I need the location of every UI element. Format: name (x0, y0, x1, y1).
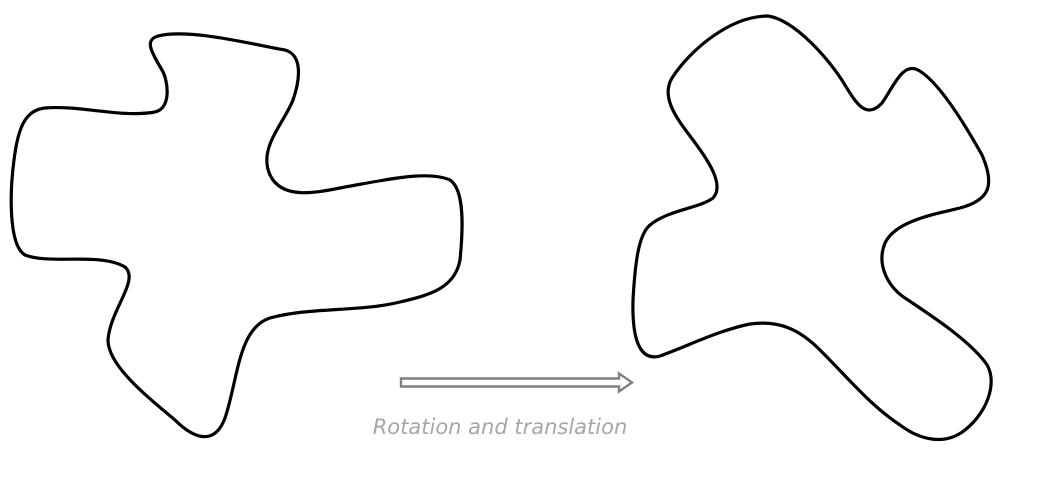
transformed-shape (631, 14, 993, 442)
outline-right-arrow-icon (399, 371, 635, 394)
transformation-caption: Rotation and translation (372, 415, 628, 439)
original-shape (9, 32, 464, 439)
